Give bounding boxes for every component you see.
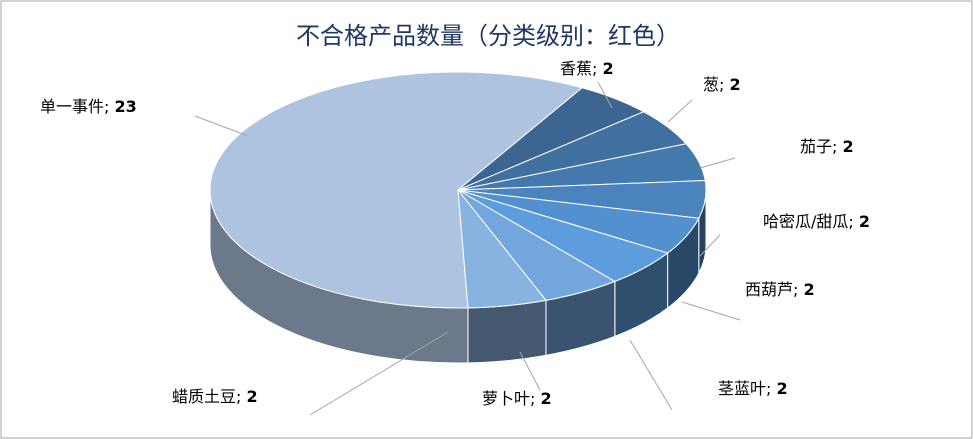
label-value: 2: [843, 137, 854, 156]
label-value: 2: [777, 379, 788, 398]
label-separator: ;: [236, 387, 246, 406]
data-label: 茄子; 2: [800, 137, 854, 156]
label-separator: ;: [104, 97, 114, 116]
chart-title: 不合格产品数量（分类级别：红色）: [296, 22, 680, 50]
label-separator: ;: [832, 137, 842, 156]
label-value: 2: [541, 389, 552, 408]
label-separator: ;: [793, 280, 803, 299]
leader-line: [519, 351, 541, 391]
label-value: 2: [804, 280, 815, 299]
data-label: 哈密瓜/甜瓜; 2: [763, 212, 870, 231]
label-separator: ;: [766, 379, 776, 398]
label-name: 西葫芦: [745, 280, 793, 299]
label-separator: ;: [530, 389, 540, 408]
leader-line: [629, 339, 673, 411]
slice: [209, 71, 584, 309]
label-name: 单一事件: [40, 97, 104, 116]
label-separator: ;: [592, 59, 602, 78]
label-separator: ;: [848, 212, 858, 231]
label-value: 2: [247, 387, 258, 406]
label-value: 2: [603, 59, 614, 78]
slice-side: [467, 299, 547, 364]
label-name: 蜡质土豆: [172, 387, 236, 406]
leader-line: [699, 157, 736, 169]
label-separator: ;: [719, 75, 729, 94]
leader-line: [667, 99, 693, 123]
label-value: 2: [730, 75, 741, 94]
leader-line: [699, 234, 721, 257]
leader-line: [597, 81, 613, 109]
label-name: 萝卜叶: [482, 389, 530, 408]
data-label: 茎蓝叶; 2: [718, 379, 788, 398]
label-name: 茎蓝叶: [718, 379, 766, 398]
leader-line: [309, 331, 449, 416]
data-label: 蜡质土豆; 2: [172, 387, 258, 406]
label-name: 香蕉: [560, 59, 592, 78]
slice: [457, 188, 547, 309]
label-name: 茄子: [800, 137, 832, 156]
label-value: 2: [859, 212, 870, 231]
label-value: 23: [115, 97, 137, 116]
data-label: 葱; 2: [703, 75, 741, 94]
leader-line: [681, 301, 741, 321]
data-label: 西葫芦; 2: [745, 280, 815, 299]
data-label: 萝卜叶; 2: [482, 389, 552, 408]
data-label: 香蕉; 2: [560, 59, 614, 78]
label-name: 哈密瓜/甜瓜: [763, 212, 848, 231]
label-name: 葱: [703, 75, 719, 94]
leader-line: [194, 115, 249, 137]
data-label: 单一事件; 23: [40, 97, 137, 116]
